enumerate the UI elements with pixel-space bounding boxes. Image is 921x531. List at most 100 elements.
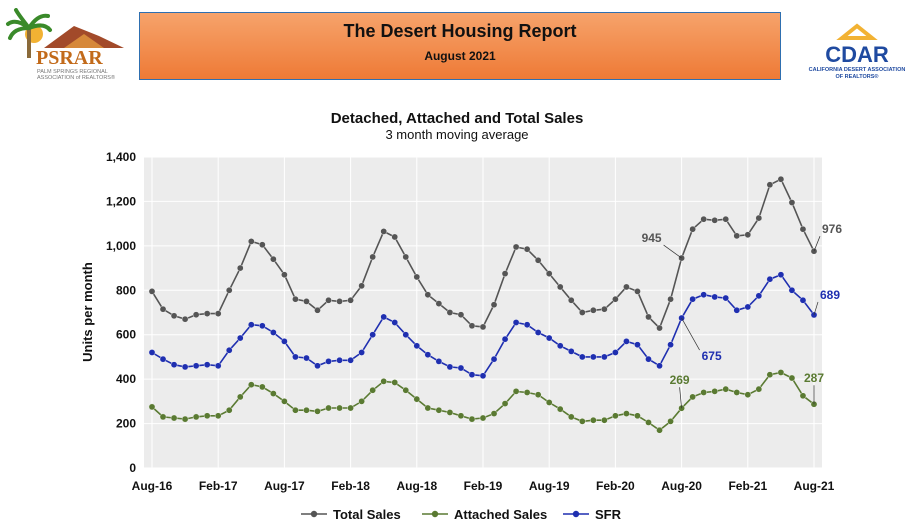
series-lines <box>148 175 818 434</box>
chart-title: Detached, Attached and Total Sales <box>331 110 584 127</box>
sfr-point <box>656 362 663 370</box>
legend-label: Total Sales <box>333 507 401 522</box>
sfr-point <box>777 271 785 279</box>
sfr-point <box>501 335 509 343</box>
attached-point <box>534 391 542 398</box>
sfr-point <box>556 342 564 350</box>
attached-point <box>236 393 244 401</box>
total-point <box>259 241 266 249</box>
report-banner: The Desert Housing Report August 2021 <box>139 12 781 80</box>
attached-point <box>192 413 200 421</box>
sfr-point <box>325 358 332 365</box>
total-point <box>468 322 476 330</box>
x-tick-label: Feb-19 <box>464 479 503 493</box>
total-point <box>336 298 343 305</box>
total-point <box>534 256 542 264</box>
total-point <box>755 214 763 222</box>
total-point <box>579 309 586 316</box>
attached-point <box>435 406 443 414</box>
attached-point <box>556 405 564 413</box>
attached-point <box>369 386 376 394</box>
data-labels: 945 976 675 689 269 287 <box>642 222 842 409</box>
attached-point <box>203 412 211 420</box>
attached-point <box>358 398 365 405</box>
total-point <box>744 231 752 239</box>
total-point <box>214 310 222 317</box>
attached-point <box>777 369 785 376</box>
sfr-point <box>512 319 520 326</box>
attached-point <box>413 395 421 403</box>
sfr-point <box>799 296 807 304</box>
sfr-point <box>634 341 641 349</box>
x-tick-label: Feb-18 <box>331 479 370 493</box>
total-point <box>722 215 730 223</box>
sfr-point <box>380 313 388 321</box>
chart-subtitle: 3 month moving average <box>385 127 528 142</box>
sfr-point <box>181 363 189 371</box>
attached-point <box>601 416 608 424</box>
total-point <box>656 324 663 332</box>
sfr-point <box>612 349 619 356</box>
sfr-point <box>270 329 277 336</box>
x-tick-label: Aug-21 <box>794 479 835 493</box>
sfr-point <box>755 292 763 300</box>
total-point <box>435 300 443 307</box>
attached-point <box>468 415 476 423</box>
x-tick-label: Aug-16 <box>132 479 173 493</box>
sfr-point <box>424 351 432 359</box>
attached-point <box>446 409 454 416</box>
psrar-logo: PSRAR PALM SPRINGS REGIONAL ASSOCIATION … <box>4 8 124 90</box>
sfr-point <box>192 362 200 370</box>
sfr-point <box>733 306 741 314</box>
sfr-point <box>358 349 365 356</box>
data-label: 287 <box>804 371 824 385</box>
sfr-point <box>225 346 233 354</box>
y-tick-label: 0 <box>129 461 136 475</box>
gridlines <box>144 156 822 469</box>
legend-label: SFR <box>595 507 622 522</box>
sfr-point <box>457 364 465 372</box>
palm-tree-icon <box>27 28 31 58</box>
total-point <box>590 306 597 314</box>
attached-point <box>479 414 487 422</box>
total-point <box>292 295 299 303</box>
x-axis-ticks: Aug-16 Feb-17 Aug-17 Feb-18 Aug-18 Feb-19 Aug-… <box>132 479 835 493</box>
total-point <box>711 217 719 224</box>
attached-point <box>766 371 774 379</box>
x-tick-label: Aug-20 <box>661 479 702 493</box>
total-point <box>225 286 233 294</box>
sfr-point <box>391 319 399 326</box>
attached-point <box>689 393 696 401</box>
total-point <box>281 271 288 279</box>
total-point <box>623 283 630 291</box>
attached-point <box>170 414 178 422</box>
sfr-point <box>402 331 410 339</box>
attached-point <box>523 389 531 396</box>
y-tick-label: 200 <box>116 417 136 431</box>
y-tick-label: 1,400 <box>106 150 136 164</box>
total-point <box>645 313 652 321</box>
total-point <box>457 311 465 319</box>
legend-swatch-marker <box>572 510 580 518</box>
attached-point <box>402 386 410 394</box>
attached-point <box>259 383 266 391</box>
y-axis-label: Units per month <box>80 262 95 362</box>
attached-point <box>733 389 741 396</box>
total-point <box>159 305 167 313</box>
attached-point <box>590 416 597 424</box>
y-tick-label: 800 <box>116 283 136 297</box>
sfr-point <box>281 338 288 345</box>
attached-point <box>325 404 332 412</box>
attached-point <box>744 391 752 398</box>
attached-point <box>424 404 432 412</box>
attached-point <box>612 412 619 420</box>
y-tick-label: 600 <box>116 328 136 342</box>
data-label-leader <box>681 317 700 351</box>
total-point <box>303 298 310 305</box>
sfr-point <box>159 355 167 363</box>
attached-point <box>247 381 255 388</box>
sfr-point <box>203 361 211 369</box>
total-point <box>634 288 641 295</box>
sfr-point <box>413 342 421 350</box>
